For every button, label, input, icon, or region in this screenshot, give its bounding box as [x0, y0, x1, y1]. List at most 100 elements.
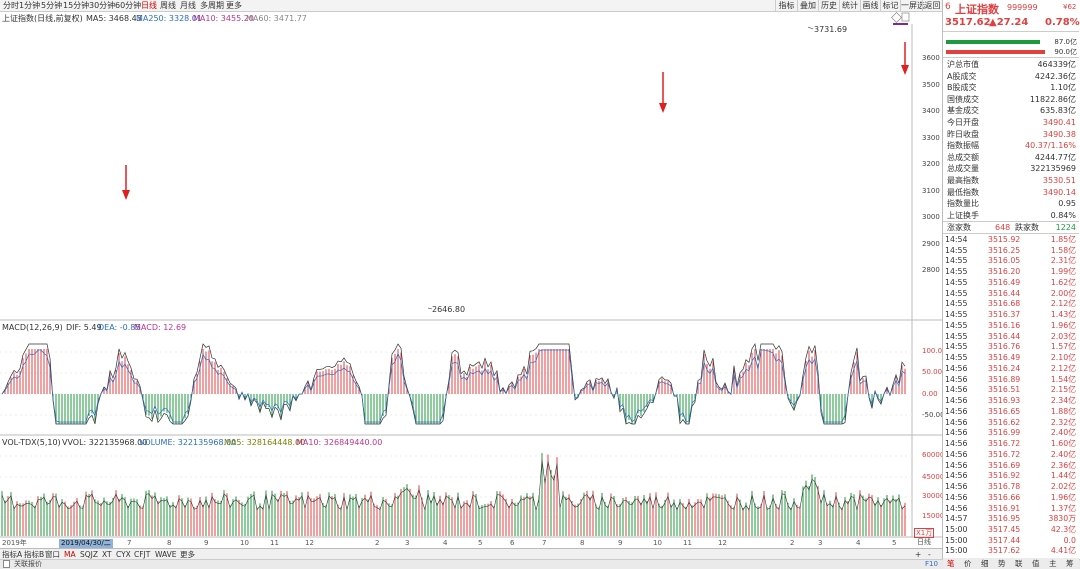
- period-tab[interactable]: 1分钟: [19, 1, 41, 10]
- stat-row: 最低指数 3490.14: [943, 187, 1079, 198]
- window-toggle-icon[interactable]: [901, 12, 910, 22]
- date-period-label: 日线: [917, 538, 931, 546]
- f10-key[interactable]: F10: [925, 560, 938, 568]
- indicator-button[interactable]: 指标: [775, 0, 797, 12]
- indicator-tab[interactable]: WAVE: [155, 550, 177, 559]
- tick-amount: 4.41亿: [1050, 546, 1076, 556]
- quote-tab[interactable]: 价: [964, 559, 972, 568]
- tick-row[interactable]: 14:56 3516.92 1.44亿: [943, 471, 1079, 482]
- ma250-readout: MA250: 3328.01: [136, 14, 202, 23]
- tick-row[interactable]: 14:56 3516.78 2.02亿: [943, 482, 1079, 493]
- tick-row[interactable]: 14:56 3516.91 1.37亿: [943, 504, 1079, 515]
- quote-tab[interactable]: 细: [981, 559, 989, 568]
- price-tick: 3000: [922, 213, 940, 221]
- quote-tab[interactable]: 筹: [1066, 559, 1074, 568]
- tick-row[interactable]: 14:56 3516.51 2.15亿: [943, 385, 1079, 396]
- indicator-tab[interactable]: CYX: [116, 550, 131, 559]
- index-tag: ¥62: [1063, 3, 1077, 11]
- period-tab[interactable]: 60分钟: [115, 1, 142, 10]
- indicator-tab[interactable]: 指标A: [2, 550, 23, 559]
- zoom-in-button[interactable]: +: [915, 550, 922, 559]
- period-tab[interactable]: 月线: [180, 1, 196, 10]
- indicator-tab[interactable]: SQJZ: [80, 550, 99, 559]
- tick-price: 3516.89: [988, 374, 1021, 384]
- stat-row: 基金成交 635.83亿: [943, 105, 1079, 116]
- tick-time: 14:55: [945, 245, 968, 255]
- diamond-icon[interactable]: [891, 12, 902, 23]
- low-pointer: [427, 307, 433, 310]
- quote-tab[interactable]: 值: [1032, 559, 1040, 568]
- tick-row[interactable]: 14:55 3516.05 2.31亿: [943, 256, 1079, 267]
- period-tab[interactable]: 周线: [160, 1, 176, 10]
- macd-tick: 100.0: [922, 347, 943, 355]
- indicator-tab[interactable]: CFJT: [134, 550, 151, 559]
- quote-tab[interactable]: 联: [1015, 559, 1023, 568]
- indicator-tab[interactable]: XT: [102, 550, 112, 559]
- tick-row[interactable]: 14:55 3516.25 1.58亿: [943, 246, 1079, 257]
- tick-row[interactable]: 14:55 3516.76 1.57亿: [943, 342, 1079, 353]
- one-screen-button[interactable]: 一屏选: [900, 0, 925, 12]
- tick-price: 3516.37: [988, 310, 1021, 320]
- indicator-tab-ma[interactable]: MA: [64, 550, 76, 559]
- period-tab[interactable]: 5分钟: [41, 1, 63, 10]
- volume-tick: 15000: [922, 512, 945, 520]
- macd-value-readout: MACD: 12.69: [134, 323, 187, 332]
- volume-readout: VOLUME: 322135968.00: [139, 438, 237, 447]
- tick-row[interactable]: 14:56 3516.72 1.60亿: [943, 439, 1079, 450]
- kline-chart[interactable]: [0, 0, 942, 548]
- tick-row[interactable]: 14:54 3515.92 1.85亿: [943, 235, 1079, 246]
- tick-row[interactable]: 14:55 3516.49 2.10亿: [943, 353, 1079, 364]
- stat-row: 今日开盘 3490.41: [943, 117, 1079, 128]
- macd-tick: 50.00: [922, 368, 943, 376]
- period-tab[interactable]: 更多: [226, 1, 242, 10]
- quote-tab[interactable]: 势: [998, 559, 1006, 568]
- tick-row[interactable]: 14:56 3516.66 1.96亿: [943, 493, 1079, 504]
- tick-row[interactable]: 14:56 3516.89 1.54亿: [943, 375, 1079, 386]
- bar-label: 87.0亿: [1054, 38, 1077, 46]
- more-indicators-tab[interactable]: 更多: [180, 550, 195, 559]
- tick-row[interactable]: 15:00 3517.44 0.0: [943, 536, 1079, 547]
- period-tab[interactable]: 分时: [3, 1, 19, 10]
- indicator-tab[interactable]: 指标B: [24, 550, 45, 559]
- overlay-button[interactable]: 叠加: [797, 0, 818, 12]
- tick-row[interactable]: 14:56 3516.93 2.34亿: [943, 396, 1079, 407]
- mark-button[interactable]: 标记: [880, 0, 900, 12]
- zoom-out-button[interactable]: -: [928, 550, 931, 559]
- tick-row[interactable]: 14:57 3516.95 3830万: [943, 514, 1079, 525]
- linked-quote-label[interactable]: 关联报价: [14, 560, 42, 568]
- tick-row[interactable]: 15:00 3517.45 42.3亿: [943, 525, 1079, 536]
- tick-row[interactable]: 14:56 3516.62 2.32亿: [943, 418, 1079, 429]
- indicator-tabs: 指标A 指标B 窗口 MA SQJZ XT CYX CFJT WAVE 更多 +…: [0, 548, 942, 559]
- tick-row[interactable]: 14:56 3516.69 2.36亿: [943, 461, 1079, 472]
- back-button[interactable]: 返回: [922, 0, 942, 12]
- linked-quote-icon[interactable]: [3, 560, 10, 568]
- date-month: 3: [818, 539, 823, 547]
- tick-row[interactable]: 14:55 3516.44 2.03亿: [943, 332, 1079, 343]
- quote-tab[interactable]: 笔: [947, 559, 955, 568]
- macd-dea-readout: DEA: -0.85: [98, 323, 141, 332]
- period-tab[interactable]: 30分钟: [89, 1, 116, 10]
- quote-tab[interactable]: 主: [1049, 559, 1057, 568]
- tick-row[interactable]: 14:56 3516.99 2.40亿: [943, 428, 1079, 439]
- tick-amount: 2.00亿: [1050, 288, 1076, 298]
- tick-row[interactable]: 14:56 3516.72 2.40亿: [943, 450, 1079, 461]
- period-tab[interactable]: 多周期: [200, 1, 224, 10]
- tick-row[interactable]: 14:55 3516.16 1.96亿: [943, 321, 1079, 332]
- tick-row[interactable]: 14:55 3516.44 2.00亿: [943, 289, 1079, 300]
- draw-line-button[interactable]: 画线: [860, 0, 880, 12]
- window-tab[interactable]: 窗口: [45, 550, 60, 559]
- tick-row[interactable]: 14:56 3516.65 1.88亿: [943, 407, 1079, 418]
- tick-row[interactable]: 14:56 3516.24 2.12亿: [943, 364, 1079, 375]
- stats-button[interactable]: 统计: [839, 0, 860, 12]
- period-tab-daily[interactable]: 日线: [141, 1, 157, 10]
- tick-price: 3516.72: [988, 439, 1021, 449]
- date-month: 8: [167, 539, 172, 547]
- period-tab[interactable]: 15分钟: [63, 1, 90, 10]
- history-button[interactable]: 历史: [818, 0, 839, 12]
- tick-row[interactable]: 15:00 3517.62 4.41亿: [943, 546, 1079, 557]
- tick-row[interactable]: 14:55 3516.49 1.62亿: [943, 278, 1079, 289]
- tick-row[interactable]: 14:55 3516.68 2.12亿: [943, 299, 1079, 310]
- tick-row[interactable]: 14:55 3516.37 1.43亿: [943, 310, 1079, 321]
- tick-amount: 1.43亿: [1050, 310, 1076, 320]
- tick-row[interactable]: 14:55 3516.20 1.99亿: [943, 267, 1079, 278]
